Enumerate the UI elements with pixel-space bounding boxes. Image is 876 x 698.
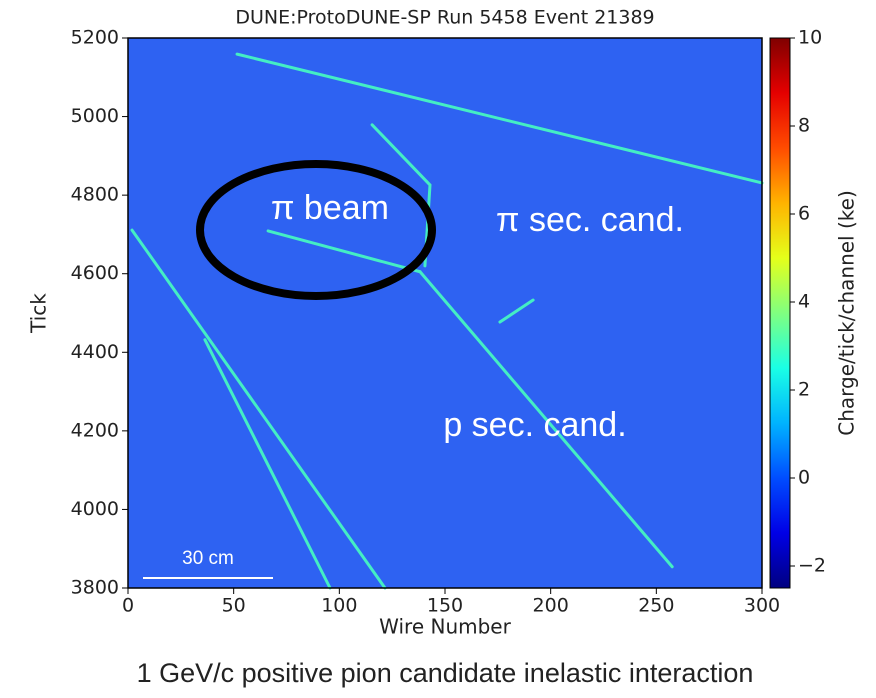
plot-background xyxy=(128,38,762,588)
x-tick-label: 50 xyxy=(222,595,246,617)
colorbar-label: Charge/tick/channel (ke) xyxy=(835,190,859,436)
x-tick-label: 300 xyxy=(744,595,780,617)
y-tick-label: 4200 xyxy=(71,419,119,441)
y-tick-label: 5000 xyxy=(71,105,119,127)
x-tick-label: 0 xyxy=(122,595,134,617)
chart-title: DUNE:ProtoDUNE-SP Run 5458 Event 21389 xyxy=(235,7,654,29)
x-tick-label: 100 xyxy=(321,595,357,617)
y-tick-label: 4600 xyxy=(71,262,119,284)
annotation: π beam xyxy=(271,189,389,227)
y-tick-label: 4400 xyxy=(71,341,119,363)
colorbar-tick-label: 6 xyxy=(798,203,810,225)
y-axis-label: Tick xyxy=(27,293,51,334)
colorbar-tick-label: 8 xyxy=(798,115,810,137)
x-tick-label: 150 xyxy=(427,595,463,617)
x-axis-label: Wire Number xyxy=(379,615,511,639)
colorbar-tick-label: 2 xyxy=(798,379,810,401)
y-tick-label: 4800 xyxy=(71,184,119,206)
chart: DUNE:ProtoDUNE-SP Run 5458 Event 21389 W… xyxy=(0,0,876,694)
y-tick-label: 4000 xyxy=(71,498,119,520)
colorbar-tick-label: −2 xyxy=(798,555,826,577)
annotation: 30 cm xyxy=(182,548,234,569)
y-tick-label: 5200 xyxy=(71,27,119,49)
colorbar-tick-label: 10 xyxy=(798,27,822,49)
annotation: π sec. cand. xyxy=(496,201,684,239)
colorbar xyxy=(770,38,790,588)
colorbar-tick-label: 0 xyxy=(798,467,810,489)
y-tick-label: 3800 xyxy=(71,577,119,599)
x-tick-label: 200 xyxy=(533,595,569,617)
annotation: p sec. cand. xyxy=(443,406,626,444)
caption: 1 GeV/c positive pion candidate inelasti… xyxy=(137,658,754,688)
x-tick-label: 250 xyxy=(638,595,674,617)
colorbar-tick-label: 4 xyxy=(798,291,810,313)
